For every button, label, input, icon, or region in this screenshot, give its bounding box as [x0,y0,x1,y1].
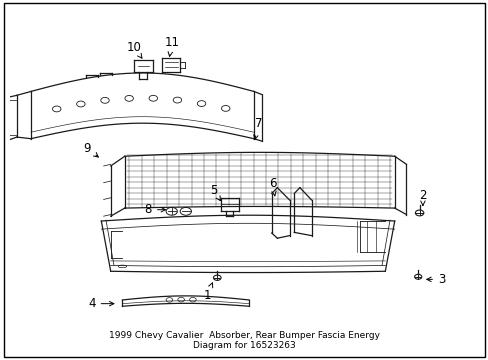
Text: 3: 3 [426,273,445,286]
Text: 5: 5 [210,184,220,201]
Text: 4: 4 [88,297,114,310]
Text: 1: 1 [203,283,212,302]
Text: 8: 8 [144,203,165,216]
Text: 10: 10 [126,41,142,58]
Text: 2: 2 [418,189,426,205]
Text: 11: 11 [164,36,179,57]
Text: 7: 7 [253,117,262,140]
Text: 6: 6 [268,177,276,196]
Text: 9: 9 [83,141,98,157]
Text: 1999 Chevy Cavalier  Absorber, Rear Bumper Fascia Energy
Diagram for 16523263: 1999 Chevy Cavalier Absorber, Rear Bumpe… [109,330,379,350]
